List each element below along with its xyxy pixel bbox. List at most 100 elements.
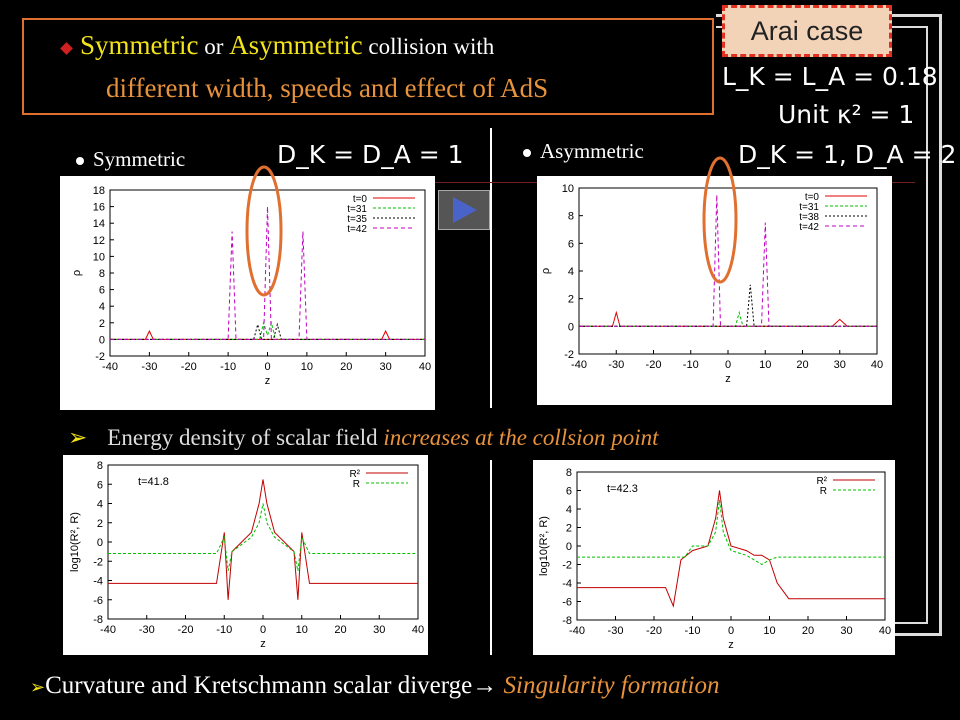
- y-tick-label: 6: [97, 479, 103, 491]
- y-tick-label: -8: [562, 615, 572, 627]
- x-tick-label: 20: [802, 625, 814, 637]
- y-tick-label: 2: [97, 518, 103, 530]
- curvature-statement: ➢Curvature and Kretschmann scalar diverg…: [30, 672, 719, 700]
- series-line: [110, 322, 425, 340]
- y-tick-label: 16: [93, 202, 105, 214]
- time-annotation: t=42.3: [607, 483, 638, 495]
- highlight-ellipse-asymmetric: [702, 156, 738, 284]
- y-tick-label: -2: [95, 351, 105, 363]
- bullet-icon: [76, 157, 84, 166]
- x-tick-label: 20: [334, 624, 346, 636]
- bullet-icon: [523, 149, 531, 158]
- x-tick-label: -40: [102, 361, 118, 373]
- x-tick-label: -40: [569, 625, 585, 637]
- x-tick-label: 0: [728, 625, 734, 637]
- x-tick-label: 30: [834, 359, 846, 371]
- series-line: [108, 479, 418, 600]
- vertical-divider-bottom: [490, 460, 492, 655]
- x-tick-label: -10: [220, 361, 236, 373]
- y-tick-label: 10: [93, 251, 105, 263]
- x-tick-label: 40: [871, 359, 883, 371]
- legend-label: R²: [816, 476, 827, 487]
- y-tick-label: 4: [568, 266, 574, 278]
- legend-label: R: [820, 486, 827, 497]
- param-d-sym: D_K = D_A = 1: [277, 140, 464, 169]
- y-tick-label: 8: [99, 268, 105, 280]
- title-rest: width, speeds and effect of AdS: [198, 73, 549, 103]
- y-tick-label: -2: [93, 556, 103, 568]
- y-tick-label: 8: [566, 467, 572, 479]
- x-tick-label: 30: [840, 625, 852, 637]
- x-tick-label: 10: [296, 624, 308, 636]
- series-line: [577, 490, 885, 608]
- y-axis-label: log10(R², R): [69, 512, 81, 572]
- energy-text: Energy density of scalar field: [107, 425, 384, 450]
- x-tick-label: 0: [725, 359, 731, 371]
- y-tick-label: 2: [568, 294, 574, 306]
- arai-case-badge: Arai case: [722, 5, 892, 57]
- x-tick-label: 0: [260, 624, 266, 636]
- curvature-text: Curvature and Kretschmann scalar diverge…: [45, 672, 504, 699]
- asymmetric-label: Asymmetric: [523, 139, 644, 164]
- highlight-ellipse-symmetric: [245, 165, 283, 297]
- x-tick-label: 0: [264, 361, 270, 373]
- legend-label: R: [353, 479, 360, 490]
- series-line: [579, 310, 877, 327]
- y-tick-label: -2: [562, 560, 572, 572]
- title-collision: collision with: [362, 34, 495, 59]
- x-tick-label: -20: [181, 361, 197, 373]
- asymmetric-text: Asymmetric: [540, 139, 644, 163]
- title-different: different: [106, 73, 199, 103]
- title-asymmetric: Asymmetric: [229, 30, 363, 60]
- y-tick-label: 0: [566, 541, 572, 553]
- title-or: or: [198, 34, 230, 59]
- x-tick-label: 10: [301, 361, 313, 373]
- x-tick-label: -40: [571, 359, 587, 371]
- play-button[interactable]: [438, 190, 490, 230]
- x-tick-label: 20: [796, 359, 808, 371]
- energy-statement: ➢ Energy density of scalar field increase…: [68, 425, 659, 451]
- x-tick-label: 40: [879, 625, 891, 637]
- arrow-bullet-icon: ➢: [30, 677, 46, 698]
- play-icon: [453, 197, 477, 223]
- symmetric-text: Symmetric: [93, 147, 186, 171]
- y-tick-label: -8: [93, 614, 103, 626]
- legend-label: t=0: [353, 194, 368, 205]
- y-tick-label: 4: [566, 504, 572, 516]
- x-tick-label: 10: [763, 625, 775, 637]
- series-line: [579, 194, 877, 327]
- title-line-2: different width, speeds and effect of Ad…: [106, 73, 548, 104]
- y-tick-label: -6: [93, 595, 103, 607]
- y-tick-label: 8: [568, 211, 574, 223]
- y-tick-label: 0: [568, 321, 574, 333]
- x-tick-label: -20: [646, 625, 662, 637]
- x-tick-label: -40: [100, 624, 116, 636]
- x-tick-label: -20: [178, 624, 194, 636]
- y-axis-label: log10(R², R): [538, 516, 550, 576]
- vertical-divider-top: [490, 128, 492, 408]
- y-tick-label: 18: [93, 185, 105, 197]
- x-tick-label: -10: [685, 625, 701, 637]
- series-line: [110, 206, 425, 340]
- plot-symmetric-curvature: -40 -30 -20 -10 0 10 20 30 40 -8 -6 -4 -2 0 2 4 6 8 z log10…: [63, 455, 428, 655]
- energy-emphasis: increases at the collsion point: [383, 425, 659, 450]
- x-axis-label: z: [265, 375, 271, 387]
- title-line-1: Symmetric or Asymmetric collision with: [80, 30, 494, 61]
- x-tick-label: 40: [419, 361, 431, 373]
- y-tick-label: 4: [97, 499, 103, 511]
- arrow-bullet-icon: ➢: [68, 425, 88, 451]
- series-line: [108, 503, 418, 571]
- plot-asymmetric-curvature: -40 -30 -20 -10 0 10 20 30 40 -8 -6 -4 -2 0 2 4 6 8 z log10…: [533, 460, 895, 655]
- y-tick-label: 4: [99, 301, 105, 313]
- x-tick-label: 10: [759, 359, 771, 371]
- y-tick-label: -2: [564, 349, 574, 361]
- y-axis-label: ρ: [540, 268, 552, 274]
- param-l: L_K = L_A = 0.18: [722, 62, 938, 91]
- x-tick-label: -30: [608, 359, 624, 371]
- y-axis-label: ρ: [71, 270, 83, 276]
- y-tick-label: -4: [93, 576, 103, 588]
- y-tick-label: -4: [562, 578, 572, 590]
- legend-label: t=42: [347, 224, 367, 235]
- y-tick-label: 10: [562, 183, 574, 195]
